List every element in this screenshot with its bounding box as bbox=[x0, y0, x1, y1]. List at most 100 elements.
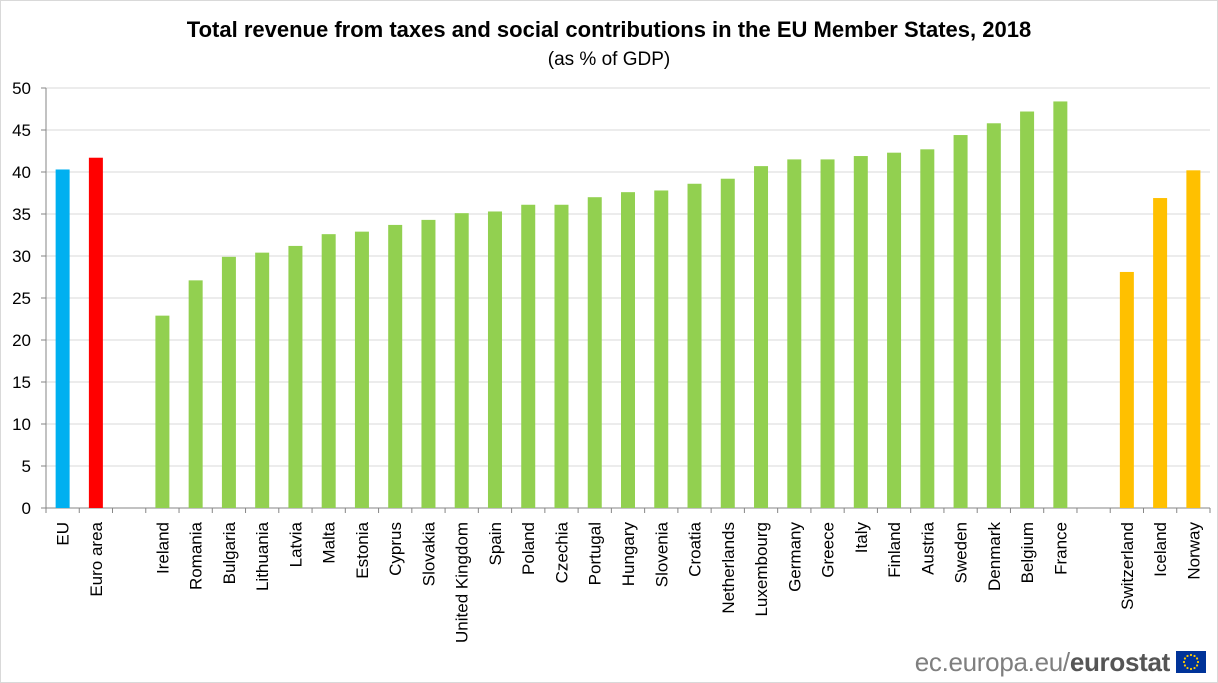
bar-czechia bbox=[554, 204, 569, 508]
bar-switzerland bbox=[1119, 271, 1134, 508]
eurostat-footer: ec.europa.eu/eurostat bbox=[915, 647, 1206, 677]
bars bbox=[55, 101, 1201, 509]
x-tick-label: Norway bbox=[1184, 522, 1203, 580]
bar-ireland bbox=[155, 315, 170, 508]
flag-field bbox=[1176, 651, 1206, 673]
x-tick-label: Belgium bbox=[1018, 522, 1037, 583]
y-tick-label: 25 bbox=[12, 289, 31, 308]
x-tick-label: Malta bbox=[320, 521, 339, 563]
x-tick-label: Denmark bbox=[985, 522, 1004, 591]
bar-cyprus bbox=[388, 224, 403, 509]
bar-norway bbox=[1186, 170, 1201, 508]
bar-austria bbox=[920, 149, 935, 508]
bar-france bbox=[1053, 101, 1068, 508]
bar-eu bbox=[55, 169, 70, 509]
bar-germany bbox=[787, 159, 802, 508]
y-tick-label: 10 bbox=[12, 415, 31, 434]
x-tick-label: Germany bbox=[785, 522, 804, 592]
bar-slovenia bbox=[654, 190, 669, 509]
y-tick-label: 35 bbox=[12, 205, 31, 224]
footer-text: ec.europa.eu/eurostat bbox=[914, 646, 1171, 678]
x-tick-label: Slovakia bbox=[419, 521, 438, 586]
bar-portugal bbox=[587, 197, 602, 508]
x-tick-label: Bulgaria bbox=[220, 521, 239, 584]
bar-lithuania bbox=[255, 252, 270, 508]
eu-flag-icon bbox=[1176, 651, 1206, 673]
x-tick-label: Iceland bbox=[1151, 522, 1170, 577]
x-tick-label: Hungary bbox=[619, 522, 638, 587]
flag-star bbox=[1193, 666, 1196, 670]
flag-star bbox=[1189, 653, 1193, 657]
bar-latvia bbox=[288, 245, 303, 509]
x-tick-label: Cyprus bbox=[386, 522, 405, 576]
chart-title: Total revenue from taxes and social cont… bbox=[186, 17, 1032, 42]
x-tick-label: Estonia bbox=[353, 521, 372, 578]
flag-star bbox=[1186, 654, 1189, 658]
x-tick-label: Sweden bbox=[952, 522, 971, 583]
bar-united-kingdom bbox=[454, 213, 469, 508]
bar-estonia bbox=[354, 231, 369, 508]
footer-brand: eurostat bbox=[1069, 646, 1170, 677]
x-tick-label: Poland bbox=[519, 522, 538, 575]
bar-hungary bbox=[621, 192, 635, 508]
y-tick-label: 50 bbox=[12, 79, 31, 98]
bar-romania bbox=[188, 280, 203, 508]
x-tick-label: Finland bbox=[885, 522, 904, 578]
x-tick-label: Lithuania bbox=[253, 521, 272, 591]
bar-slovakia bbox=[421, 219, 436, 508]
x-tick-label: Romania bbox=[187, 521, 206, 590]
y-tick-label: 15 bbox=[12, 373, 31, 392]
bar-denmark bbox=[986, 123, 1001, 508]
flag-star bbox=[1182, 660, 1186, 664]
y-tick-label: 0 bbox=[22, 499, 31, 518]
flag-star bbox=[1183, 657, 1187, 660]
x-tick-label: Slovenia bbox=[652, 521, 671, 587]
x-tick-label: Austria bbox=[918, 521, 937, 574]
bar-malta bbox=[321, 234, 336, 508]
x-tick-label: Czechia bbox=[552, 521, 571, 583]
footer-site: ec.europa.eu/ bbox=[914, 646, 1070, 677]
bar-finland bbox=[887, 152, 902, 508]
bar-spain bbox=[487, 211, 502, 509]
chart-subtitle: (as % of GDP) bbox=[547, 49, 671, 70]
flag-star bbox=[1186, 666, 1189, 670]
flag-star bbox=[1195, 664, 1199, 667]
bar-bulgaria bbox=[221, 256, 236, 508]
y-tick-label: 5 bbox=[22, 457, 31, 476]
x-tick-label: Luxembourg bbox=[752, 522, 771, 617]
bar-poland bbox=[521, 204, 536, 508]
y-tick-label: 40 bbox=[12, 163, 31, 182]
x-tick-label: Switzerland bbox=[1118, 522, 1137, 610]
bar-greece bbox=[820, 159, 835, 508]
x-tick-label: Greece bbox=[819, 522, 838, 578]
x-tick-label: Croatia bbox=[686, 521, 705, 576]
x-tick-label: EU bbox=[54, 522, 73, 546]
x-tick-label: Netherlands bbox=[719, 522, 738, 614]
bar-sweden bbox=[953, 135, 968, 509]
x-tick-label: Ireland bbox=[153, 522, 172, 574]
flag-star bbox=[1189, 667, 1193, 671]
y-tick-label: 45 bbox=[12, 121, 31, 140]
bar-croatia bbox=[687, 183, 702, 508]
x-tick-label: France bbox=[1051, 522, 1070, 575]
tick-labels: 0 5 10 15 20 25 30 35 40 45 50 EU Euro area Ireland Ro… bbox=[12, 79, 1203, 643]
x-tick-label: Spain bbox=[486, 522, 505, 565]
x-tick-label: Latvia bbox=[286, 521, 305, 567]
x-tick-label: Euro area bbox=[87, 521, 106, 596]
bar-euro-area bbox=[88, 157, 103, 508]
y-tick-label: 20 bbox=[12, 331, 31, 350]
flag-star bbox=[1196, 660, 1200, 664]
y-tick-label: 30 bbox=[12, 247, 31, 266]
flag-star bbox=[1183, 664, 1187, 667]
x-tick-label: Italy bbox=[852, 522, 871, 554]
x-tick-label: United Kingdom bbox=[453, 522, 472, 643]
bar-iceland bbox=[1153, 198, 1168, 509]
bar-luxembourg bbox=[754, 166, 769, 508]
bar-belgium bbox=[1020, 111, 1035, 509]
bar-italy bbox=[853, 156, 868, 509]
x-tick-label: Portugal bbox=[586, 522, 605, 585]
flag-star bbox=[1193, 654, 1196, 658]
flag-star bbox=[1195, 657, 1199, 660]
bar-netherlands bbox=[720, 178, 735, 508]
